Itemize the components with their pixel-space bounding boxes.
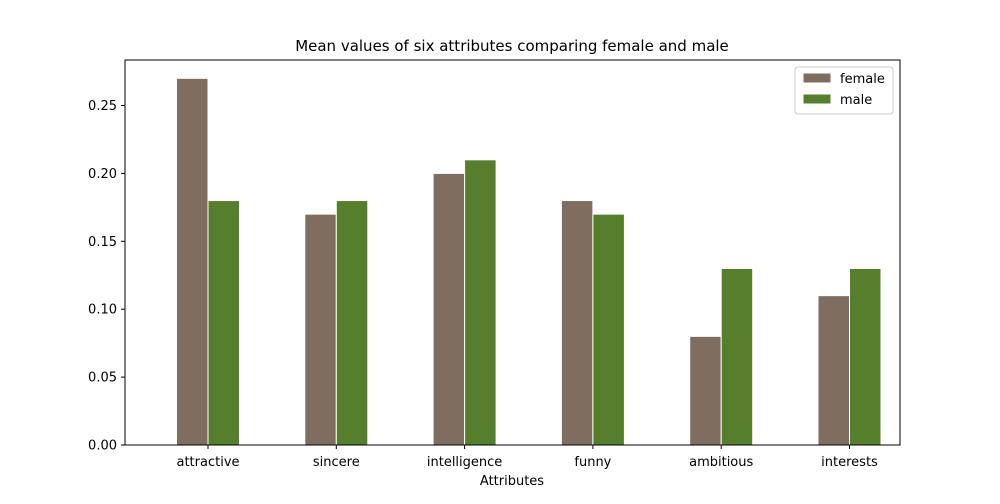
y-tick-label: 0.00	[88, 439, 117, 454]
x-tick-label-funny: funny	[574, 455, 611, 470]
bar-male-attractive	[207, 200, 240, 446]
y-tick-label: 0.15	[88, 235, 117, 250]
x-axis-label: Attributes	[480, 474, 544, 489]
bar-male-ambitious	[720, 267, 754, 446]
legend-swatch-male	[802, 93, 832, 105]
bar-female-attractive	[176, 77, 209, 446]
legend-label-male: male	[840, 93, 872, 108]
plot-area: 0.00 0.05 0.10 0.15 0.20 0.25 attractive sincer…	[88, 59, 901, 470]
bar-female-sincere	[304, 213, 337, 446]
bar-female-interests	[817, 295, 850, 446]
x-tick-label-ambitious: ambitious	[689, 455, 753, 470]
bar-male-sincere	[335, 200, 369, 446]
y-tick-label: 0.20	[88, 167, 117, 182]
x-tick-label-intelligence: intelligence	[427, 455, 502, 470]
x-tick-label-sincere: sincere	[313, 455, 360, 470]
legend: female male	[794, 66, 894, 115]
bar-male-funny	[592, 213, 625, 446]
series-female	[176, 77, 850, 446]
bar-male-intelligence	[464, 159, 497, 446]
bar-male-interests	[849, 267, 882, 446]
chart-title: Mean values of six attributes comparing …	[295, 37, 729, 55]
y-tick-label: 0.05	[88, 371, 117, 386]
x-tick-label-interests: interests	[821, 455, 878, 470]
y-tick-label: 0.25	[88, 99, 117, 114]
legend-swatch-female	[802, 72, 832, 84]
legend-label-female: female	[840, 72, 885, 87]
bar-female-ambitious	[689, 335, 722, 446]
x-tick-label-attractive: attractive	[176, 455, 239, 470]
bar-female-intelligence	[432, 172, 466, 446]
axes-frame	[124, 59, 901, 446]
y-tick-label: 0.10	[88, 303, 117, 318]
bar-female-funny	[560, 200, 594, 446]
